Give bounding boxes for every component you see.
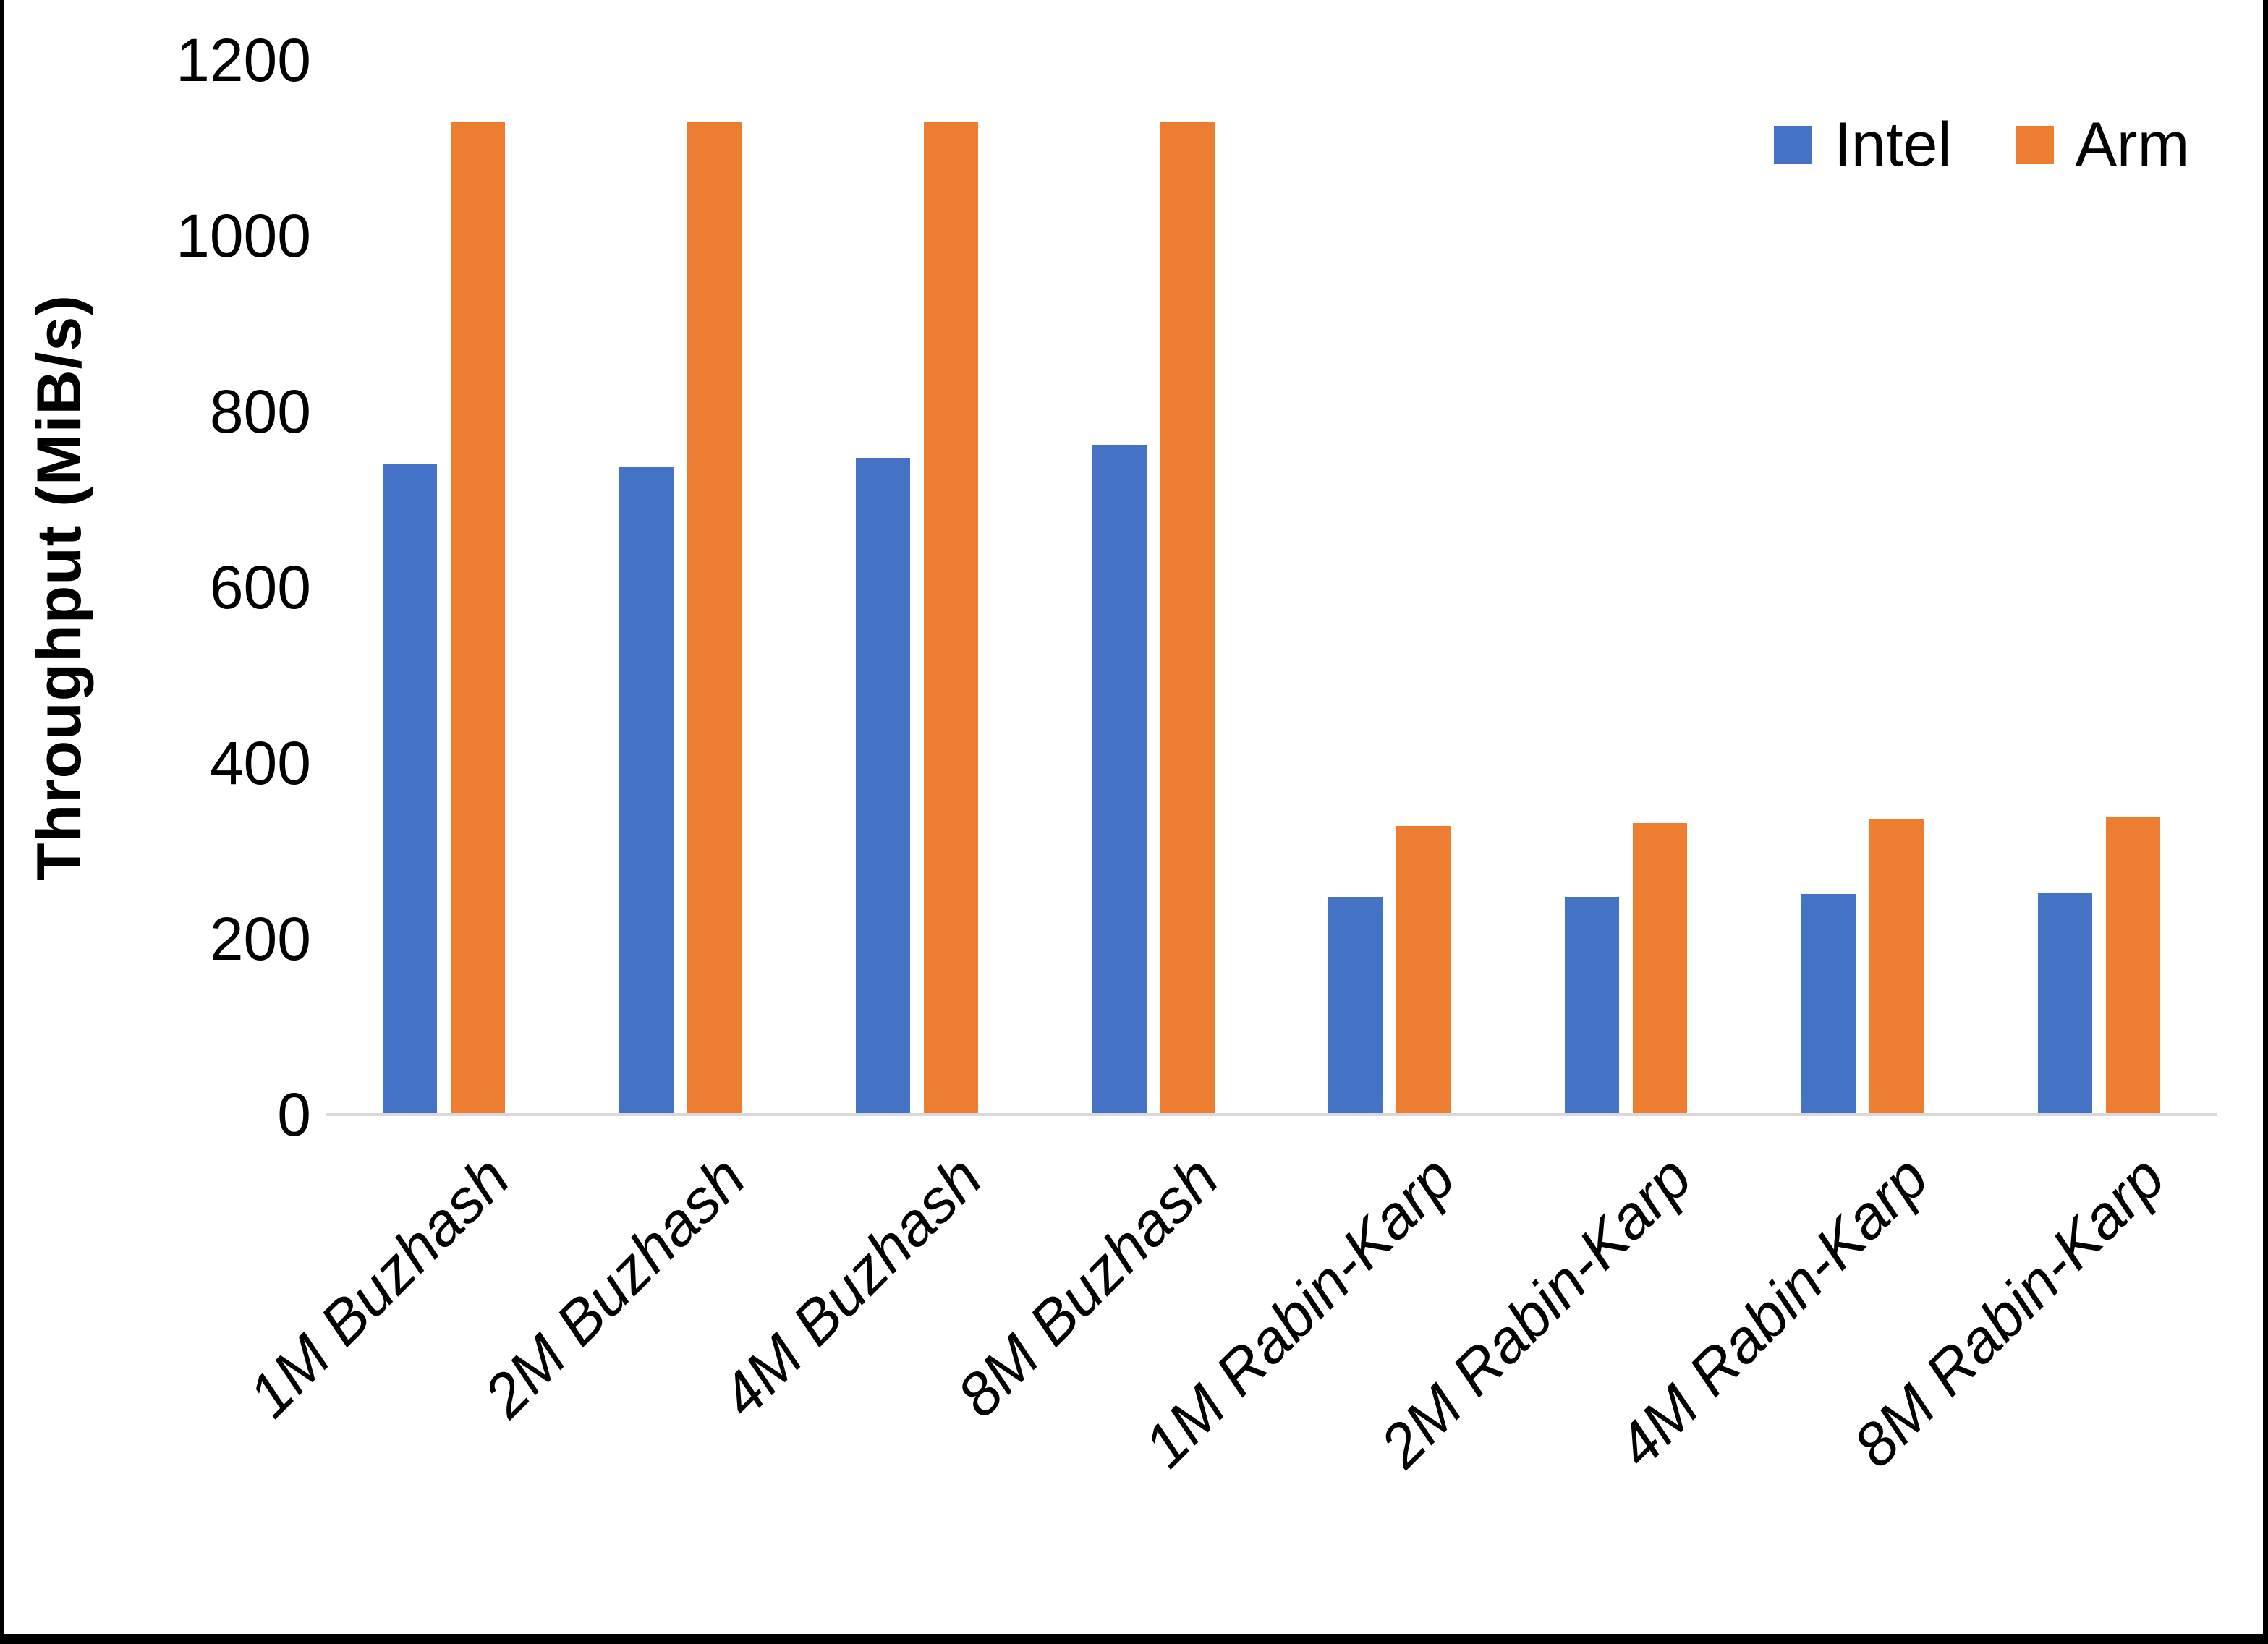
plot-area xyxy=(326,60,2217,1116)
y-tick-label: 200 xyxy=(209,905,311,973)
frame-border-left xyxy=(0,0,4,1644)
y-tick-label: 1000 xyxy=(176,202,311,270)
y-tick-label: 400 xyxy=(209,729,311,797)
legend-item-intel: Intel xyxy=(1774,110,1952,179)
bar-arm-3 xyxy=(924,122,978,1115)
legend-label: Intel xyxy=(1834,110,1952,179)
x-axis-line xyxy=(326,1113,2217,1116)
legend-label: Arm xyxy=(2075,110,2190,179)
y-tick-label: 0 xyxy=(277,1081,311,1149)
legend-swatch-arm xyxy=(2015,125,2054,164)
frame-border-bottom xyxy=(0,1634,2268,1644)
bar-intel-5 xyxy=(1328,897,1383,1115)
bar-intel-1 xyxy=(383,464,437,1115)
legend: Intel Arm xyxy=(1774,110,2189,179)
y-tick-label: 1200 xyxy=(176,26,311,94)
bar-intel-2 xyxy=(619,467,674,1115)
y-tick-label: 800 xyxy=(209,378,311,446)
bar-intel-3 xyxy=(856,458,910,1115)
bar-arm-5 xyxy=(1396,826,1451,1115)
bar-arm-8 xyxy=(2106,817,2160,1115)
bar-arm-4 xyxy=(1160,122,1215,1115)
y-tick-label: 600 xyxy=(209,553,311,621)
bar-arm-6 xyxy=(1633,823,1687,1115)
bar-arm-2 xyxy=(687,122,742,1115)
legend-swatch-intel xyxy=(1774,125,1812,164)
bar-intel-4 xyxy=(1092,445,1147,1115)
bar-intel-6 xyxy=(1565,897,1619,1115)
frame-border-right xyxy=(2263,0,2268,1644)
bar-intel-7 xyxy=(1801,894,1856,1115)
bar-arm-1 xyxy=(451,122,505,1115)
legend-item-arm: Arm xyxy=(2015,110,2190,179)
bar-intel-8 xyxy=(2038,893,2092,1115)
bar-arm-7 xyxy=(1869,819,1924,1115)
